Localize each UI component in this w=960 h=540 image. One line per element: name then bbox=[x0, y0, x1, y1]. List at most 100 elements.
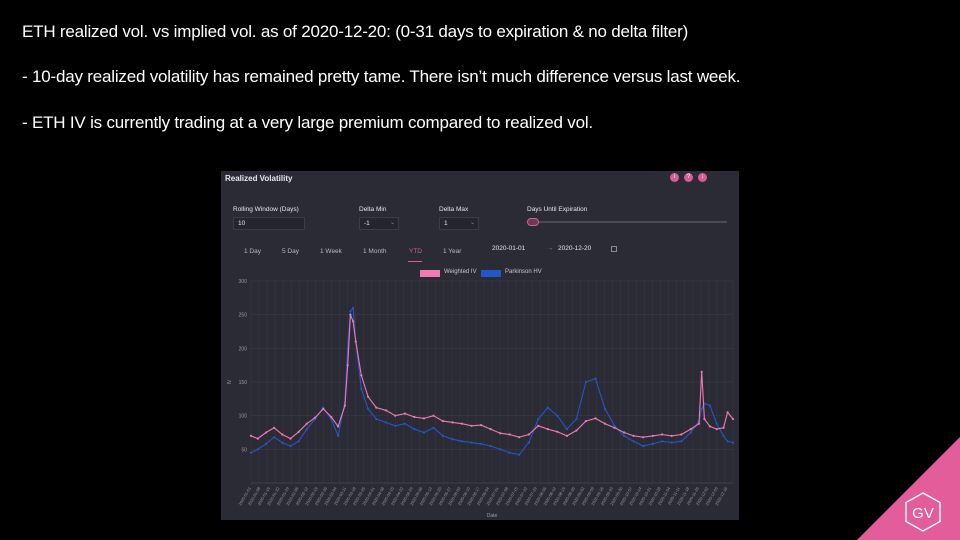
data-point-parkinson-hv bbox=[451, 438, 454, 441]
data-point-weighted-iv bbox=[273, 426, 276, 429]
data-point-weighted-iv bbox=[367, 395, 370, 398]
data-point-parkinson-hv bbox=[670, 441, 673, 444]
data-point-parkinson-hv bbox=[305, 428, 308, 431]
data-point-weighted-iv bbox=[623, 431, 626, 434]
data-point-parkinson-hv bbox=[680, 440, 683, 443]
chevron-down-icon: ⌄ bbox=[469, 220, 475, 226]
data-point-parkinson-hv bbox=[360, 387, 363, 390]
slide-title: ETH realized vol. vs implied vol. as of … bbox=[22, 22, 689, 41]
legend-parkinson-hv[interactable]: Parkinson HV bbox=[505, 269, 542, 275]
data-point-weighted-iv bbox=[451, 421, 454, 424]
data-point-parkinson-hv bbox=[281, 441, 284, 444]
rolling-window-value: 10 bbox=[238, 220, 246, 227]
data-point-parkinson-hv bbox=[689, 431, 692, 434]
download-icon[interactable]: ↓ bbox=[698, 173, 707, 182]
data-point-parkinson-hv bbox=[651, 442, 654, 445]
range-5-day[interactable]: 5 Day bbox=[282, 248, 299, 255]
data-point-weighted-iv bbox=[670, 434, 673, 437]
rolling-window-input[interactable]: 10 bbox=[233, 217, 305, 230]
data-point-weighted-iv bbox=[661, 433, 664, 436]
data-point-parkinson-hv bbox=[403, 422, 406, 425]
delta-min-select[interactable]: -1 ⌄ bbox=[359, 217, 399, 230]
data-point-parkinson-hv bbox=[527, 441, 530, 444]
data-point-parkinson-hv bbox=[413, 428, 416, 431]
data-point-weighted-iv bbox=[731, 417, 735, 421]
data-point-parkinson-hv bbox=[594, 377, 597, 380]
info-icon[interactable]: i bbox=[670, 173, 679, 182]
slider-handle[interactable] bbox=[527, 218, 539, 226]
panel-title: Realized Volatility bbox=[225, 174, 293, 183]
range-1-day[interactable]: 1 Day bbox=[244, 248, 261, 255]
data-point-weighted-iv bbox=[632, 434, 635, 437]
data-point-weighted-iv bbox=[249, 434, 253, 437]
data-point-parkinson-hv bbox=[256, 448, 259, 451]
data-point-parkinson-hv bbox=[367, 407, 370, 410]
data-point-weighted-iv bbox=[508, 433, 511, 436]
gv-logo-text: GV bbox=[912, 505, 934, 522]
data-point-weighted-iv bbox=[556, 430, 559, 433]
rolling-window-label: Rolling Window (Days) bbox=[233, 206, 299, 213]
chevron-down-icon: ⌄ bbox=[389, 220, 395, 226]
data-point-parkinson-hv bbox=[731, 441, 735, 444]
data-point-parkinson-hv bbox=[722, 434, 725, 437]
data-point-weighted-iv bbox=[343, 404, 346, 407]
data-point-weighted-iv bbox=[480, 424, 483, 427]
date-to-input[interactable]: 2020-12-20 bbox=[558, 245, 592, 252]
date-from-input[interactable]: 2020-01-01 bbox=[492, 245, 526, 252]
y-tick-label: 200 bbox=[239, 346, 248, 352]
delta-max-value: 1 bbox=[444, 220, 448, 227]
data-point-weighted-iv bbox=[352, 320, 355, 323]
data-point-weighted-iv bbox=[256, 437, 259, 440]
data-point-weighted-iv bbox=[422, 417, 425, 420]
data-point-weighted-iv bbox=[432, 414, 435, 417]
gv-logo: GV bbox=[905, 492, 941, 532]
range-1-month[interactable]: 1 Month bbox=[363, 248, 387, 255]
data-point-weighted-iv bbox=[354, 340, 357, 343]
data-point-weighted-iv bbox=[680, 433, 683, 436]
delta-min-label: Delta Min bbox=[359, 206, 387, 213]
data-point-parkinson-hv bbox=[489, 444, 492, 448]
data-point-parkinson-hv bbox=[623, 434, 626, 437]
data-point-weighted-iv bbox=[565, 434, 568, 437]
data-point-weighted-iv bbox=[297, 430, 300, 433]
data-point-weighted-iv bbox=[489, 428, 492, 431]
data-point-weighted-iv bbox=[360, 374, 363, 377]
range-ytd[interactable]: YTD bbox=[409, 248, 422, 255]
data-point-parkinson-hv bbox=[700, 407, 703, 410]
data-point-weighted-iv bbox=[375, 406, 378, 409]
x-axis-label: Date bbox=[487, 513, 498, 519]
data-point-parkinson-hv bbox=[661, 440, 664, 443]
delta-max-label: Delta Max bbox=[439, 206, 469, 213]
data-point-weighted-iv bbox=[715, 428, 718, 431]
data-point-weighted-iv bbox=[281, 433, 284, 436]
legend-swatch-weighted-iv[interactable] bbox=[420, 270, 440, 277]
data-point-weighted-iv bbox=[546, 428, 549, 431]
data-point-parkinson-hv bbox=[708, 404, 711, 407]
data-point-weighted-iv bbox=[322, 407, 325, 410]
legend-weighted-iv[interactable]: Weighted IV bbox=[444, 269, 477, 275]
help-icon[interactable]: ? bbox=[684, 173, 693, 182]
range-1-year[interactable]: 1 Year bbox=[443, 248, 462, 255]
data-point-parkinson-hv bbox=[349, 310, 352, 313]
data-point-weighted-iv bbox=[697, 422, 701, 425]
data-point-weighted-iv bbox=[330, 415, 333, 419]
data-point-weighted-iv bbox=[289, 437, 292, 440]
data-point-parkinson-hv bbox=[460, 440, 464, 443]
data-point-weighted-iv bbox=[346, 364, 349, 367]
calendar-icon[interactable] bbox=[611, 246, 617, 252]
days-until-expiration-slider[interactable] bbox=[527, 221, 727, 223]
data-point-parkinson-hv bbox=[565, 428, 568, 431]
data-point-parkinson-hv bbox=[273, 436, 276, 439]
data-point-weighted-iv bbox=[726, 411, 729, 414]
delta-max-select[interactable]: 1 ⌄ bbox=[439, 217, 479, 230]
data-point-weighted-iv bbox=[394, 414, 397, 417]
legend-swatch-parkinson-hv[interactable] bbox=[481, 270, 501, 277]
data-point-weighted-iv bbox=[460, 422, 464, 425]
data-point-parkinson-hv bbox=[518, 453, 521, 456]
data-point-weighted-iv bbox=[700, 370, 703, 373]
range-1-week[interactable]: 1 Week bbox=[320, 248, 342, 255]
data-point-weighted-iv bbox=[470, 424, 473, 427]
active-range-indicator bbox=[408, 261, 422, 262]
data-point-weighted-iv bbox=[651, 434, 654, 437]
data-point-weighted-iv bbox=[613, 426, 616, 429]
